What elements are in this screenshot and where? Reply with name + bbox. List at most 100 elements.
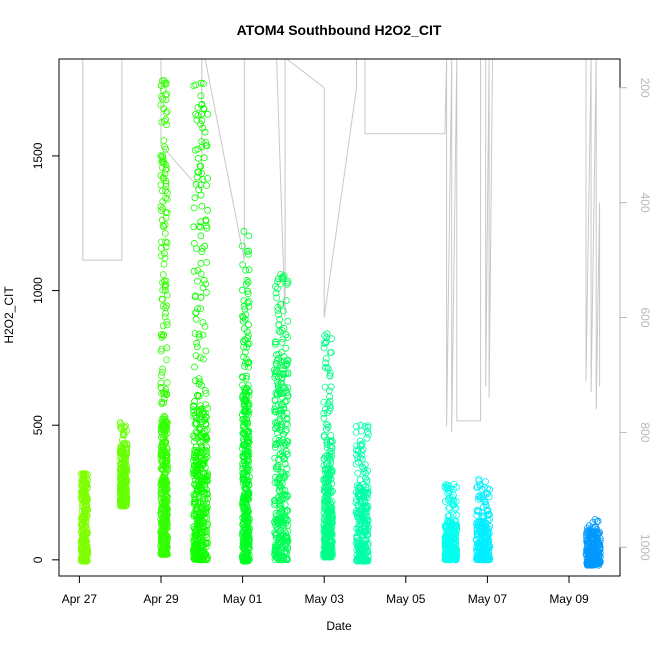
data-point	[241, 305, 249, 313]
data-point	[355, 483, 363, 491]
data-point	[161, 516, 169, 523]
data-point	[159, 155, 167, 163]
data-point	[123, 476, 130, 484]
data-point	[190, 267, 198, 275]
data-point	[320, 553, 328, 561]
data-point	[82, 507, 90, 515]
data-point	[117, 420, 124, 428]
data-point	[240, 407, 248, 415]
data-point	[275, 321, 283, 329]
right-tick-label: 800	[638, 422, 650, 442]
data-point	[159, 322, 167, 330]
data-point	[357, 540, 365, 547]
data-point	[279, 273, 287, 281]
data-point	[244, 452, 252, 460]
data-point	[245, 452, 253, 459]
data-point	[326, 541, 334, 549]
data-points	[77, 77, 604, 569]
data-point	[284, 370, 292, 378]
data-point	[355, 458, 363, 466]
data-point	[277, 406, 285, 414]
data-point	[271, 548, 279, 555]
data-point	[241, 513, 249, 521]
data-point	[354, 539, 361, 547]
data-point	[189, 457, 197, 465]
data-point	[244, 290, 252, 298]
data-point	[327, 432, 335, 439]
flight-points-7	[320, 330, 337, 561]
data-point	[239, 317, 247, 325]
data-point	[272, 338, 280, 346]
data-point	[278, 556, 286, 563]
data-point	[354, 469, 362, 477]
data-point	[360, 537, 368, 545]
data-point	[158, 216, 166, 224]
x-tick-label: May 09	[549, 592, 589, 606]
data-point	[481, 519, 489, 527]
data-point	[200, 460, 208, 468]
chart-title: ATOM4 Southbound H2O2_CIT	[237, 22, 442, 38]
data-point	[240, 421, 247, 429]
data-point	[324, 487, 332, 495]
data-point	[80, 547, 88, 555]
data-point	[161, 388, 169, 396]
data-point	[594, 539, 601, 547]
data-point	[586, 552, 594, 560]
data-point	[360, 465, 368, 473]
data-point	[276, 361, 284, 369]
data-point	[190, 223, 198, 231]
data-point	[239, 503, 247, 511]
data-point	[242, 336, 250, 344]
data-point	[202, 531, 210, 538]
data-point	[198, 483, 205, 491]
data-point	[485, 511, 493, 518]
data-point	[198, 476, 206, 484]
data-point	[158, 372, 165, 380]
data-point	[157, 489, 165, 496]
data-point	[117, 476, 125, 484]
data-point	[82, 477, 90, 485]
data-point	[198, 542, 206, 549]
data-point	[240, 496, 248, 504]
data-point	[201, 128, 209, 136]
data-point	[273, 360, 280, 368]
data-point	[474, 495, 482, 503]
data-point	[196, 354, 204, 362]
data-point	[327, 518, 335, 525]
data-point	[192, 315, 200, 323]
data-point	[161, 287, 169, 294]
data-point	[446, 503, 454, 511]
data-point	[198, 550, 206, 557]
data-point	[163, 540, 171, 548]
data-point	[245, 247, 253, 255]
data-point	[275, 354, 283, 362]
data-point	[201, 322, 209, 330]
data-point	[274, 278, 282, 286]
data-point	[328, 335, 336, 343]
data-point	[161, 548, 169, 556]
flight-points-6	[270, 270, 292, 564]
data-point	[195, 424, 203, 432]
data-point	[361, 474, 369, 482]
data-point	[159, 222, 167, 230]
data-point	[283, 556, 291, 563]
data-point	[595, 529, 603, 537]
data-point	[450, 536, 458, 543]
data-point	[480, 543, 488, 550]
data-point	[280, 470, 288, 478]
data-point	[78, 471, 86, 479]
data-point	[161, 431, 169, 439]
data-point	[362, 545, 370, 552]
data-point	[203, 489, 211, 497]
data-point	[198, 202, 206, 210]
data-point	[485, 510, 493, 518]
data-point	[283, 360, 291, 368]
data-point	[161, 439, 169, 447]
data-point	[363, 434, 371, 442]
data-point	[159, 446, 167, 454]
data-point	[197, 270, 205, 278]
data-point	[278, 517, 286, 525]
data-point	[158, 400, 166, 408]
data-point	[323, 364, 331, 371]
data-point	[80, 556, 87, 563]
